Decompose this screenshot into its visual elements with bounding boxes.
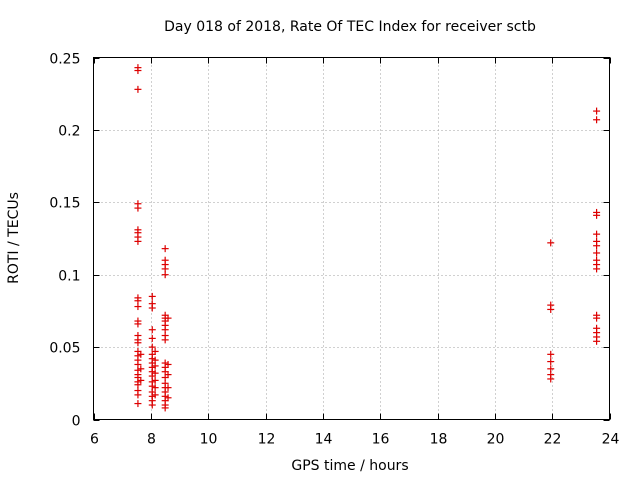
data-point (164, 314, 172, 322)
data-point (134, 237, 142, 245)
data-point (134, 303, 142, 311)
data-point (164, 360, 172, 368)
data-point (547, 305, 555, 313)
x-tick-label: 12 (258, 432, 276, 448)
x-tick-label: 8 (147, 432, 156, 448)
data-point (134, 391, 142, 399)
x-tick-label: 10 (200, 432, 218, 448)
data-point (593, 314, 601, 322)
grid-lines (93, 57, 610, 420)
x-tick-label: 24 (602, 432, 620, 448)
data-point (161, 404, 169, 412)
x-axis-label: GPS time / hours (291, 458, 408, 474)
data-point (151, 347, 159, 355)
data-point (593, 242, 601, 250)
data-point (593, 230, 601, 238)
data-point (547, 375, 555, 383)
data-point (137, 365, 145, 373)
data-point (148, 343, 156, 351)
data-point (164, 384, 172, 392)
data-point (151, 391, 159, 399)
data-point (593, 107, 601, 115)
y-tick-label: 0 (72, 414, 81, 430)
axis-ticks (93, 57, 611, 421)
data-point (134, 67, 142, 75)
data-point (151, 376, 159, 384)
data-point (148, 401, 156, 409)
data-points (134, 64, 601, 412)
data-point (593, 211, 601, 219)
data-point (137, 376, 145, 384)
data-point (161, 271, 169, 279)
data-point (593, 337, 601, 345)
x-tick-label: 14 (315, 432, 333, 448)
data-point (148, 326, 156, 334)
data-point (164, 371, 172, 379)
data-point (151, 384, 159, 392)
x-tick-label: 18 (430, 432, 448, 448)
data-point (547, 350, 555, 358)
y-tick-label: 0.1 (58, 269, 80, 285)
plot-frame (93, 57, 610, 420)
data-point (134, 400, 142, 408)
y-tick-label: 0.05 (49, 341, 80, 357)
data-point (148, 334, 156, 342)
data-point (137, 350, 145, 358)
data-point (547, 239, 555, 247)
data-point (148, 304, 156, 312)
x-tick-label: 22 (544, 432, 562, 448)
data-point (593, 116, 601, 124)
data-point (134, 339, 142, 347)
data-point (547, 358, 555, 366)
data-point (161, 245, 169, 253)
y-axis-label: ROTI / TECUs (6, 192, 22, 284)
data-point (593, 249, 601, 257)
data-point (148, 292, 156, 300)
x-tick-label: 20 (487, 432, 505, 448)
data-point (134, 85, 142, 93)
chart-title: Day 018 of 2018, Rate Of TEC Index for r… (164, 19, 536, 35)
data-point (151, 369, 159, 377)
data-point (593, 265, 601, 273)
x-tick-label: 6 (90, 432, 99, 448)
data-point (164, 394, 172, 402)
y-tick-labels: 0 0.05 0.1 0.15 0.2 0.25 (49, 52, 80, 430)
data-point (161, 336, 169, 344)
data-point (134, 320, 142, 328)
data-point (151, 362, 159, 370)
y-tick-label: 0.15 (49, 196, 80, 212)
y-tick-label: 0.2 (58, 124, 80, 140)
y-tick-label: 0.25 (49, 52, 80, 68)
data-point (134, 204, 142, 212)
x-tick-labels: 6 8 10 12 14 16 18 20 22 24 (90, 432, 619, 448)
x-tick-label: 16 (372, 432, 390, 448)
